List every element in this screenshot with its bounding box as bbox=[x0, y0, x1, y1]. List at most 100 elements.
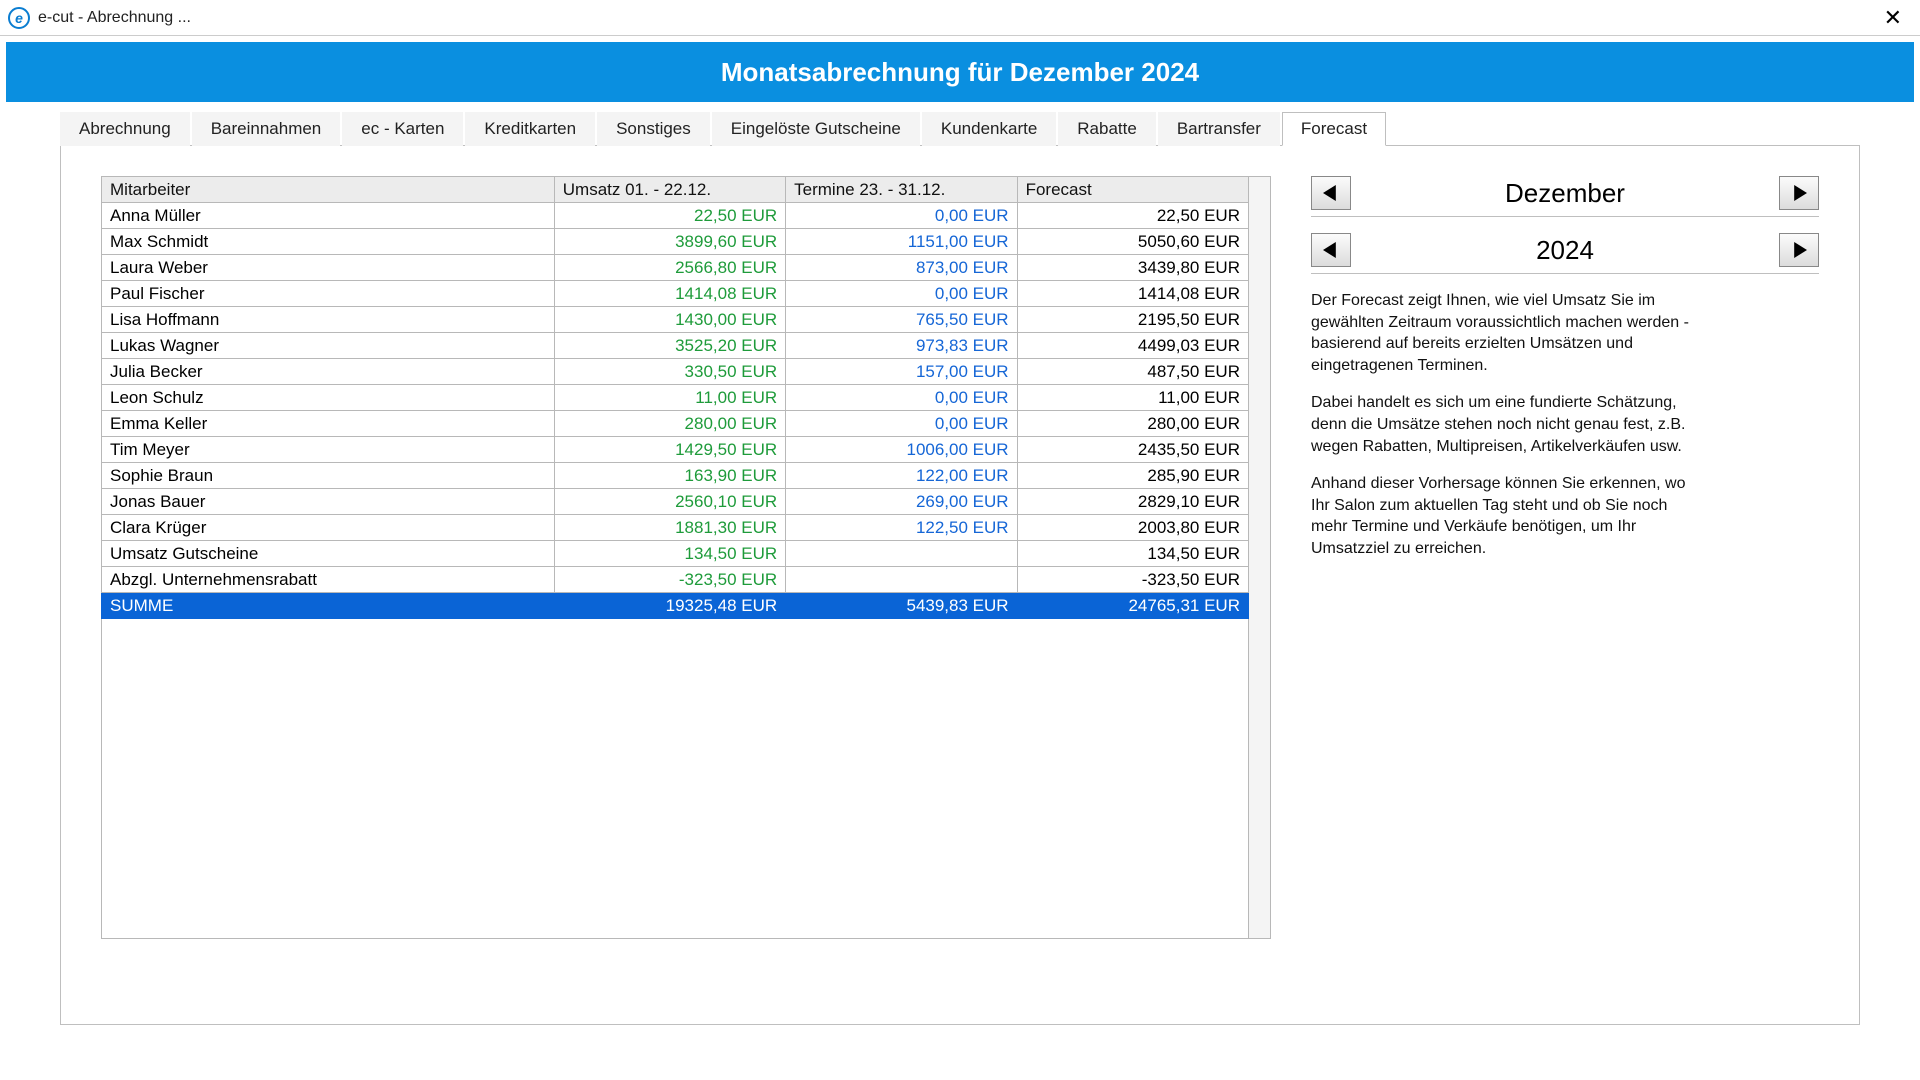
forecast-info-text: Der Forecast zeigt Ihnen, wie viel Umsat… bbox=[1311, 290, 1819, 560]
year-next-button[interactable] bbox=[1779, 233, 1819, 267]
banner: Monatsabrechnung für Dezember 2024 bbox=[6, 42, 1914, 102]
cell-value: 157,00 EUR bbox=[916, 362, 1009, 381]
cell-value: 5439,83 EUR bbox=[906, 596, 1008, 615]
cell-value: 163,90 EUR bbox=[685, 466, 778, 485]
cell-value: 11,00 EUR bbox=[695, 388, 777, 407]
cell-value: 24765,31 EUR bbox=[1128, 596, 1240, 615]
tab-bareinnahmen[interactable]: Bareinnahmen bbox=[192, 112, 341, 146]
page-title: Monatsabrechnung für Dezember 2024 bbox=[721, 57, 1199, 88]
cell-value: 765,50 EUR bbox=[916, 310, 1009, 329]
month-next-button[interactable] bbox=[1779, 176, 1819, 210]
cell-value: Sophie Braun bbox=[110, 466, 213, 485]
cell-value: -323,50 EUR bbox=[1142, 570, 1240, 589]
info-paragraph: Anhand dieser Vorhersage können Sie erke… bbox=[1311, 473, 1691, 559]
table-row[interactable]: Leon Schulz 11,00 EUR 0,00 EUR 11,00 EUR bbox=[102, 385, 1249, 411]
info-paragraph: Dabei handelt es sich um eine fundierte … bbox=[1311, 392, 1691, 457]
tab-ec-karten[interactable]: ec - Karten bbox=[342, 112, 463, 146]
cell-value: -323,50 EUR bbox=[679, 570, 777, 589]
cell-value: 5050,60 EUR bbox=[1138, 232, 1240, 251]
cell-value: 973,83 EUR bbox=[916, 336, 1009, 355]
cell-value: Julia Becker bbox=[110, 362, 203, 381]
table-row[interactable]: Clara Krüger1881,30 EUR122,50 EUR2003,80… bbox=[102, 515, 1249, 541]
cell-value: 280,00 EUR bbox=[685, 414, 778, 433]
cell-value: 269,00 EUR bbox=[916, 492, 1009, 511]
table-row[interactable]: Paul Fischer1414,08 EUR0,00 EUR1414,08 E… bbox=[102, 281, 1249, 307]
forecast-table-container: MitarbeiterUmsatz 01. - 22.12.Termine 23… bbox=[101, 176, 1271, 984]
year-prev-button[interactable] bbox=[1311, 233, 1351, 267]
tab-eingel-ste-gutscheine[interactable]: Eingelöste Gutscheine bbox=[712, 112, 920, 146]
cell-value: Clara Krüger bbox=[110, 518, 206, 537]
year-selector: 2024 bbox=[1311, 233, 1819, 274]
table-row[interactable]: Anna Müller22,50 EUR0,00 EUR22,50 EUR bbox=[102, 203, 1249, 229]
cell-value: 280,00 EUR bbox=[1147, 414, 1240, 433]
cell-value: Umsatz Gutscheine bbox=[110, 544, 258, 563]
cell-value: Leon Schulz bbox=[110, 388, 204, 407]
cell-value: 873,00 EUR bbox=[916, 258, 1009, 277]
cell-value: 2435,50 EUR bbox=[1138, 440, 1240, 459]
table-row[interactable]: Max Schmidt3899,60 EUR1151,00 EUR5050,60… bbox=[102, 229, 1249, 255]
cell-value: 3899,60 EUR bbox=[675, 232, 777, 251]
side-panel: Dezember 2024 Der Forecast zeigt Ihnen, … bbox=[1311, 176, 1819, 984]
table-row[interactable]: Emma Keller280,00 EUR0,00 EUR280,00 EUR bbox=[102, 411, 1249, 437]
cell-value: 22,50 EUR bbox=[1157, 206, 1240, 225]
cell-value: 2195,50 EUR bbox=[1138, 310, 1240, 329]
tab-kreditkarten[interactable]: Kreditkarten bbox=[465, 112, 595, 146]
table-row[interactable]: Laura Weber2566,80 EUR873,00 EUR3439,80 … bbox=[102, 255, 1249, 281]
triangle-right-icon bbox=[1791, 242, 1807, 258]
cell-value: 0,00 EUR bbox=[935, 206, 1009, 225]
table-row[interactable]: Lisa Hoffmann 1430,00 EUR 765,50 EUR 2195,5… bbox=[102, 307, 1249, 333]
tab-kundenkarte[interactable]: Kundenkarte bbox=[922, 112, 1056, 146]
cell-value: 2566,80 EUR bbox=[675, 258, 777, 277]
tab-sonstiges[interactable]: Sonstiges bbox=[597, 112, 710, 146]
cell-value: 1151,00 EUR bbox=[908, 232, 1009, 251]
cell-value: 1414,08 EUR bbox=[1138, 284, 1240, 303]
cell-value: 134,50 EUR bbox=[685, 544, 778, 563]
table-row[interactable]: SUMME19325,48 EUR5439,83 EUR24765,31 EUR bbox=[102, 593, 1249, 619]
month-label: Dezember bbox=[1351, 178, 1779, 209]
triangle-left-icon bbox=[1323, 242, 1339, 258]
table-empty-area bbox=[101, 619, 1249, 939]
tab-bartransfer[interactable]: Bartransfer bbox=[1158, 112, 1280, 146]
cell-value: 1006,00 EUR bbox=[906, 440, 1008, 459]
cell-value: 330,50 EUR bbox=[685, 362, 778, 381]
cell-value: Paul Fischer bbox=[110, 284, 204, 303]
info-paragraph: Der Forecast zeigt Ihnen, wie viel Umsat… bbox=[1311, 290, 1691, 376]
cell-value: 4499,03 EUR bbox=[1138, 336, 1240, 355]
cell-value: 1430,00 EUR bbox=[675, 310, 777, 329]
cell-value: Abzgl. Unternehmensrabatt bbox=[110, 570, 317, 589]
table-scrollbar[interactable] bbox=[1249, 176, 1271, 939]
table-row[interactable]: Sophie Braun 163,90 EUR 122,00 EUR 285,90 E… bbox=[102, 463, 1249, 489]
cell-value: 1881,30 EUR bbox=[675, 518, 777, 537]
tab-panel-forecast: MitarbeiterUmsatz 01. - 22.12.Termine 23… bbox=[60, 145, 1860, 1025]
close-icon[interactable]: ✕ bbox=[1874, 5, 1912, 31]
tab-forecast[interactable]: Forecast bbox=[1282, 112, 1386, 146]
table-row[interactable]: Jonas Bauer2560,10 EUR269,00 EUR2829,10 … bbox=[102, 489, 1249, 515]
cell-value: 122,00 EUR bbox=[916, 466, 1009, 485]
cell-value: 11,00 EUR bbox=[1158, 388, 1240, 407]
cell-value: 122,50 EUR bbox=[916, 518, 1009, 537]
cell-value: 0,00 EUR bbox=[935, 388, 1009, 407]
column-header[interactable]: Termine 23. - 31.12. bbox=[786, 177, 1017, 203]
forecast-table[interactable]: MitarbeiterUmsatz 01. - 22.12.Termine 23… bbox=[101, 176, 1249, 619]
cell-value: Lisa Hoffmann bbox=[110, 310, 219, 329]
cell-value: 1414,08 EUR bbox=[675, 284, 777, 303]
app-icon: e bbox=[8, 7, 30, 29]
month-prev-button[interactable] bbox=[1311, 176, 1351, 210]
table-row[interactable]: Tim Meyer1429,50 EUR1006,00 EUR2435,50 E… bbox=[102, 437, 1249, 463]
table-row[interactable]: Julia Becker 330,50 EUR 157,00 EUR 487,50 E… bbox=[102, 359, 1249, 385]
cell-value: 22,50 EUR bbox=[694, 206, 777, 225]
cell-value: SUMME bbox=[110, 596, 173, 615]
cell-value: 487,50 EUR bbox=[1147, 362, 1240, 381]
cell-value: 285,90 EUR bbox=[1147, 466, 1240, 485]
table-row[interactable]: Abzgl. Unternehmensrabatt -323,50 EUR -323… bbox=[102, 567, 1249, 593]
cell-value: 0,00 EUR bbox=[935, 414, 1009, 433]
cell-value: 2829,10 EUR bbox=[1138, 492, 1240, 511]
column-header[interactable]: Umsatz 01. - 22.12. bbox=[554, 177, 785, 203]
tab-abrechnung[interactable]: Abrechnung bbox=[60, 112, 190, 146]
column-header[interactable]: Forecast bbox=[1017, 177, 1248, 203]
cell-value: 3439,80 EUR bbox=[1138, 258, 1240, 277]
column-header[interactable]: Mitarbeiter bbox=[102, 177, 555, 203]
tab-rabatte[interactable]: Rabatte bbox=[1058, 112, 1156, 146]
table-row[interactable]: Lukas Wagner3525,20 EUR973,83 EUR4499,03… bbox=[102, 333, 1249, 359]
table-row[interactable]: Umsatz Gutscheine134,50 EUR134,50 EUR bbox=[102, 541, 1249, 567]
